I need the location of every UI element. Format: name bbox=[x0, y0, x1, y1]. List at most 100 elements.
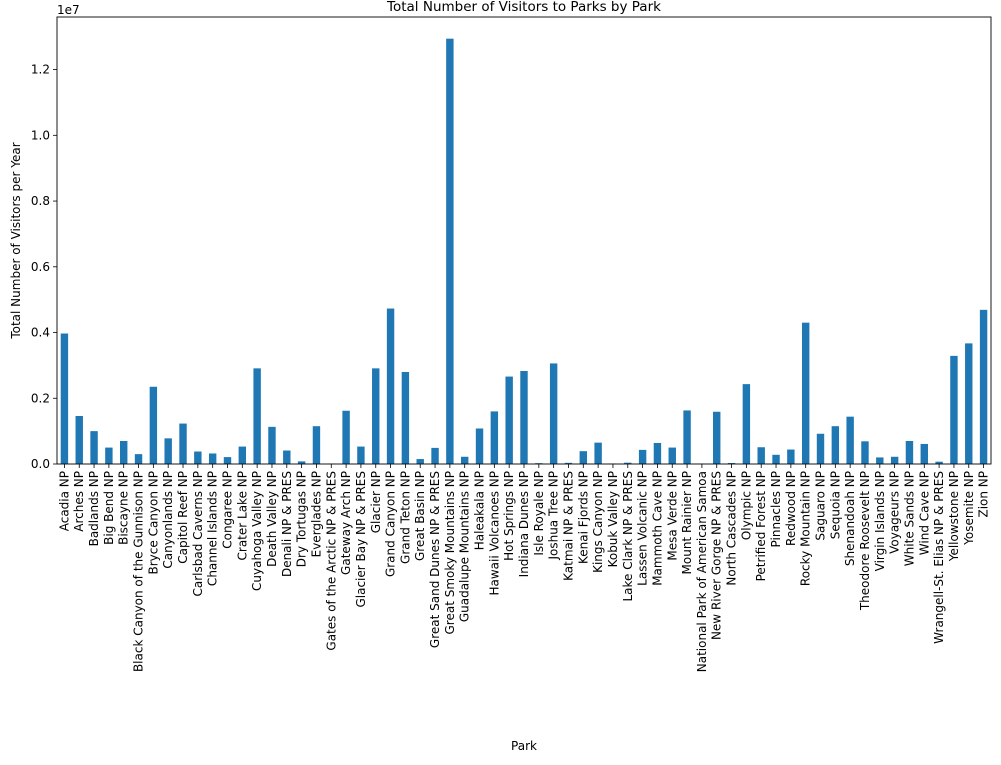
x-tick-label: Petrified Forest NP bbox=[754, 471, 768, 581]
y-tick-layer: 0.0 0.2 0.4 0.6 0.8 1.0 1.2 bbox=[31, 63, 57, 471]
x-tick-label: Theodore Roosevelt NP bbox=[858, 471, 872, 611]
bar-everglades-np bbox=[312, 426, 321, 464]
bar-hawaii-volcanoes-np bbox=[490, 411, 499, 464]
x-tick-label: Grand Teton NP bbox=[398, 471, 412, 564]
bar-glacier-np bbox=[372, 368, 380, 464]
x-tick-label: Gateway Arch NP bbox=[339, 471, 353, 575]
bar-mount-rainier-np bbox=[683, 410, 691, 464]
bar-lake-clark-np-pres bbox=[624, 462, 632, 464]
bar-saguaro-np bbox=[816, 433, 825, 464]
bar-yellowstone-np bbox=[950, 355, 958, 464]
bar-petrified-forest-np bbox=[757, 447, 765, 464]
x-tick-label: Great Basin NP bbox=[413, 471, 427, 561]
bar-sequoia-np bbox=[831, 426, 840, 464]
x-tick-label: Big Bend NP bbox=[102, 471, 116, 545]
x-tick-label: Dry Tortugas NP bbox=[295, 471, 309, 567]
x-tick-label: Cuyahoga Valley NP bbox=[250, 471, 264, 591]
bar-rocky-mountain-np bbox=[801, 322, 810, 464]
x-tick-label: Carlsbad Caverns NP bbox=[191, 471, 205, 596]
bar-cuyahoga-valley-np bbox=[253, 368, 261, 464]
x-tick-label: Olympic NP bbox=[739, 471, 753, 540]
x-tick-label: Haleakala NP bbox=[473, 471, 487, 550]
x-tick-label: Zion NP bbox=[977, 471, 991, 518]
x-tick-label: Shenandoah NP bbox=[843, 471, 857, 566]
bar-redwood-np bbox=[787, 449, 795, 464]
x-tick-label: Mammoth Cave NP bbox=[650, 471, 664, 586]
x-tick-label: Guadalupe Mountains NP bbox=[458, 471, 472, 622]
x-tick-label: Bryce Canyon NP bbox=[146, 471, 160, 574]
x-tick-label: Rocky Mountain NP bbox=[799, 471, 813, 586]
y-tick-label: 1.2 bbox=[31, 63, 50, 77]
bar-pinnacles-np bbox=[772, 454, 780, 464]
x-tick-label: Lake Clark NP & PRES bbox=[621, 471, 635, 602]
bar-indiana-dunes-np bbox=[520, 370, 528, 464]
y-tick-label: 0.0 bbox=[31, 457, 50, 471]
bar-kenai-fjords-np bbox=[579, 451, 588, 464]
y-tick-label: 0.6 bbox=[31, 260, 50, 274]
chart-title: Total Number of Visitors to Parks by Par… bbox=[386, 0, 661, 15]
x-tick-label: Arches NP bbox=[72, 471, 86, 532]
x-tick-label: Glacier NP bbox=[369, 471, 383, 533]
x-tick-label: Crater Lake NP bbox=[235, 471, 249, 560]
bar-great-sand-dunes-np-pres bbox=[431, 447, 439, 464]
x-tick-label: Acadia NP bbox=[57, 471, 71, 531]
x-tick-label: Capitol Reef NP bbox=[176, 471, 190, 564]
bar-katmai-np-pres bbox=[564, 462, 573, 464]
x-tick-label: Wrangell-St. Elias NP & PRES bbox=[932, 471, 946, 644]
bar-mesa-verde-np bbox=[668, 447, 676, 464]
x-tick-label: Black Canyon of the Gunnison NP bbox=[132, 471, 146, 672]
x-axis-label: Park bbox=[511, 739, 537, 753]
x-tick-label: Hot Springs NP bbox=[502, 471, 516, 561]
y-tick-label: 1.0 bbox=[31, 128, 50, 142]
bar-grand-canyon-np bbox=[386, 308, 395, 464]
bar-zion-np bbox=[979, 309, 988, 464]
bar-wrangell-st-elias-np-pres bbox=[935, 461, 943, 464]
x-tick-label: Everglades NP bbox=[309, 471, 323, 557]
bar-grand-teton-np bbox=[401, 371, 410, 464]
bar-gateway-arch-np bbox=[342, 410, 350, 464]
x-tick-label: Mesa Verde NP bbox=[665, 471, 679, 561]
x-tick-label: National Park of American Samoa bbox=[695, 471, 709, 672]
x-tick-label: Grand Canyon NP bbox=[384, 471, 398, 577]
x-tick-label: Biscayne NP bbox=[117, 471, 131, 545]
x-tick-label: Hawaii Volcanoes NP bbox=[487, 471, 501, 596]
x-tick-label: Voyageurs NP bbox=[888, 471, 902, 554]
x-tick-label: White Sands NP bbox=[902, 471, 916, 566]
bar-great-basin-np bbox=[416, 459, 424, 464]
bar-great-smoky-mountains-np bbox=[446, 38, 454, 464]
bars-layer bbox=[60, 38, 988, 464]
bar-hot-springs-np bbox=[505, 376, 513, 464]
bar-canyonlands-np bbox=[164, 438, 172, 464]
x-tick-label: Congaree NP bbox=[220, 471, 234, 549]
bar-dry-tortugas-np bbox=[297, 461, 306, 464]
bar-voyageurs-np bbox=[890, 456, 899, 464]
x-tick-label: Wind Cave NP bbox=[917, 471, 931, 555]
bar-guadalupe-mountains-np bbox=[460, 456, 469, 464]
x-tick-label: Katmai NP & PRES bbox=[561, 471, 575, 581]
x-tick-label: New River Gorge NP & PRES bbox=[710, 471, 724, 640]
y-tick-label: 0.2 bbox=[31, 391, 50, 405]
bar-crater-lake-np bbox=[238, 446, 247, 464]
x-tick-label: Canyonlands NP bbox=[161, 471, 175, 569]
bar-congaree-np bbox=[223, 457, 232, 464]
bar-biscayne-np bbox=[120, 440, 128, 464]
x-tick-label: Channel Islands NP bbox=[206, 471, 220, 586]
plot-frame bbox=[56, 16, 992, 465]
x-tick-label: North Cascades NP bbox=[725, 471, 739, 586]
bar-capitol-reef-np bbox=[179, 423, 187, 464]
bar-death-valley-np bbox=[268, 426, 276, 464]
bar-olympic-np bbox=[742, 384, 751, 464]
bar-mammoth-cave-np bbox=[653, 442, 662, 464]
bar-virgin-islands-np bbox=[876, 457, 884, 464]
bar-channel-islands-np bbox=[208, 453, 217, 464]
bar-kings-canyon-np bbox=[594, 442, 602, 464]
bar-glacier-bay-np-pres bbox=[357, 446, 365, 464]
x-tick-label: Great Smoky Mountains NP bbox=[443, 471, 457, 635]
bar-theodore-roosevelt-np bbox=[861, 441, 869, 464]
x-tick-layer: Acadia NP Arches NP Badlands NP Big Bend NP… bbox=[57, 464, 991, 672]
bar-new-river-gorge-np-pres bbox=[713, 411, 721, 464]
bar-north-cascades-np bbox=[727, 463, 736, 464]
x-tick-label: Gates of the Arctic NP & PRES bbox=[324, 471, 338, 651]
x-tick-label: Denali NP & PRES bbox=[280, 471, 294, 577]
